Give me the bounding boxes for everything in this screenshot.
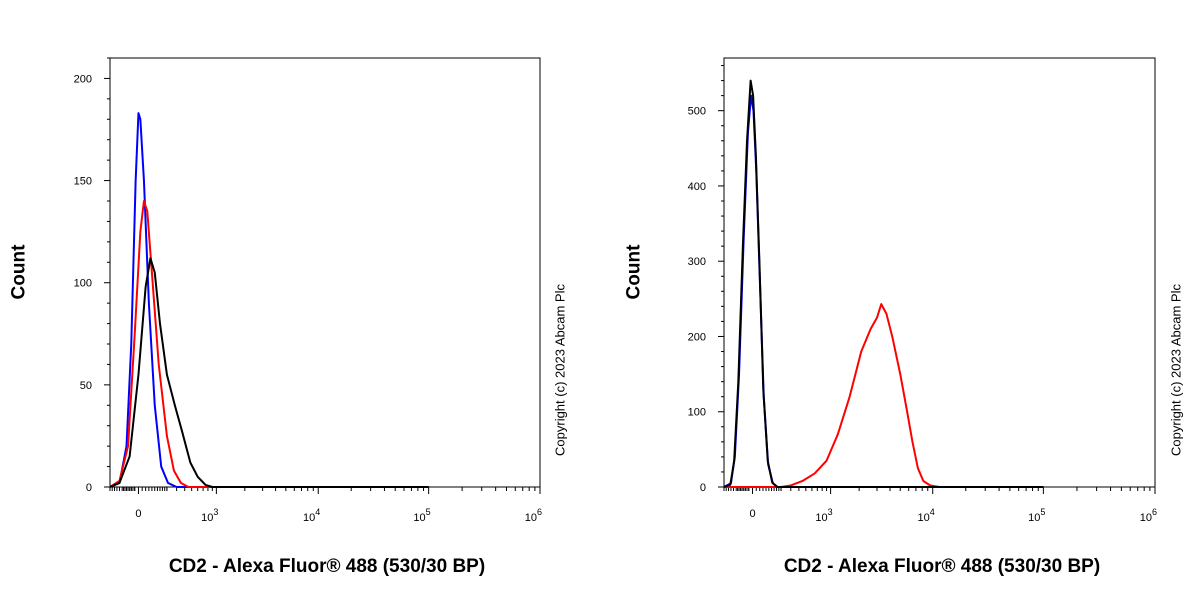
x-tick-label: 103	[201, 507, 218, 524]
plot-frame	[109, 57, 541, 488]
histogram-series-1	[723, 94, 1044, 488]
y-axis-title: Count	[9, 244, 30, 300]
histogram-series-3	[109, 257, 429, 488]
histogram-series-3	[723, 79, 1044, 488]
x-tick-label: 103	[815, 507, 832, 524]
y-tick-label: 50	[80, 380, 92, 392]
y-tick-label: 100	[688, 407, 706, 419]
y-tick-label: 300	[688, 256, 706, 268]
chart-panel-2: 0 100 200 300 400 500 0 103 104 105 106 Count CD2 - …	[624, 57, 1184, 577]
x-tick-label: 105	[413, 507, 430, 524]
x-tick-label: 105	[1028, 507, 1045, 524]
x-axis-title: CD2 - Alexa Fluor® 488 (530/30 BP)	[784, 556, 1100, 577]
y-tick-label: 400	[688, 181, 706, 193]
y-axis-title: Count	[624, 244, 645, 300]
copyright-text: Copyright (c) 2023 Abcam Plc	[553, 284, 568, 456]
histogram-series-2	[109, 200, 429, 488]
y-tick-label: 150	[74, 176, 92, 188]
copyright-text: Copyright (c) 2023 Abcam Plc	[1169, 284, 1184, 456]
y-tick-label: 0	[700, 482, 706, 494]
plot-frame	[723, 57, 1156, 488]
y-tick-label: 200	[74, 73, 92, 85]
chart-panel-1: 0 50 100 150 200 0 103 104 105 106 Count CD2 - Alex…	[9, 57, 568, 577]
y-tick-label: 0	[86, 482, 92, 494]
x-tick-label: 0	[135, 508, 141, 520]
histogram-series-2	[724, 303, 1044, 488]
x-tick-label: 106	[525, 507, 542, 524]
x-tick-label: 106	[1140, 507, 1157, 524]
x-tick-label: 104	[917, 507, 934, 524]
x-tick-label: 104	[303, 507, 320, 524]
x-axis-title: CD2 - Alexa Fluor® 488 (530/30 BP)	[169, 556, 485, 577]
x-tick-label: 0	[749, 508, 755, 520]
y-tick-label: 200	[688, 331, 706, 343]
histogram-series-1	[109, 112, 429, 488]
y-tick-label: 100	[74, 278, 92, 290]
y-tick-label: 500	[688, 106, 706, 118]
